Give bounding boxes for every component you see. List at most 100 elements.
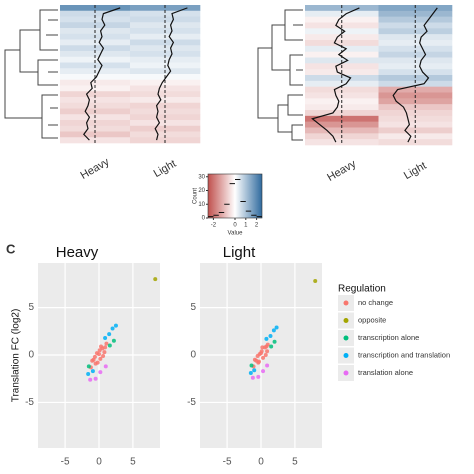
- heatmap-cell: [130, 5, 201, 12]
- heatmap-cell: [60, 56, 131, 63]
- y-tick-label: 5: [28, 302, 34, 313]
- legend-title: Regulation: [338, 284, 386, 295]
- heatmap-cell: [305, 86, 379, 93]
- point: [93, 376, 98, 381]
- y-tick-label: 0: [28, 350, 34, 361]
- heatmap-cell: [130, 16, 201, 23]
- x-tick-label: 1: [244, 223, 248, 229]
- point: [265, 363, 270, 368]
- point: [259, 349, 264, 354]
- point: [98, 370, 103, 375]
- point: [264, 336, 269, 341]
- heatmap-cell: [378, 10, 453, 17]
- trace-line: [311, 7, 360, 143]
- y-tick-label: 0: [202, 216, 206, 222]
- heatmap-cell: [130, 51, 201, 58]
- color-key: [207, 173, 263, 219]
- left-dendrogram: [4, 9, 58, 139]
- legend-label: no change: [358, 298, 393, 307]
- heatmap-cell: [130, 10, 201, 17]
- trace-line: [154, 7, 188, 141]
- heatmap-cell: [305, 5, 379, 12]
- point: [272, 339, 277, 344]
- point: [248, 371, 253, 376]
- x-tick-label: 5: [292, 457, 298, 468]
- point: [153, 277, 158, 282]
- trace-line: [392, 7, 438, 143]
- x-tick-label: 2: [255, 223, 259, 229]
- heatmap-cell: [305, 115, 379, 122]
- heatmap-cell: [130, 45, 201, 52]
- y-axis-label: Translation FC (log2): [11, 309, 22, 403]
- point: [101, 353, 106, 358]
- heatmap-cell: [305, 110, 379, 117]
- plot-title: Heavy: [56, 244, 99, 261]
- point: [88, 377, 93, 382]
- column-label: Heavy: [78, 156, 111, 182]
- point: [95, 360, 100, 365]
- heatmap-cell: [378, 115, 453, 122]
- legend-swatch: [343, 353, 349, 358]
- heatmap-cell: [60, 51, 131, 58]
- heatmap-cell: [305, 51, 379, 58]
- plot-title: Light: [223, 244, 256, 261]
- heatmap-cell: [305, 75, 379, 82]
- x-tick-label: 5: [130, 457, 136, 468]
- heatmap-cell: [378, 75, 453, 82]
- column-label: Light: [402, 160, 429, 182]
- point: [107, 343, 112, 348]
- point: [103, 364, 108, 369]
- heatmap-cell: [60, 91, 131, 98]
- point: [97, 352, 101, 357]
- legend-label: translation alone: [358, 368, 413, 377]
- x-tick-label: 0: [233, 223, 237, 229]
- key-title: Value: [228, 231, 244, 237]
- point: [264, 344, 269, 349]
- column-label: Heavy: [325, 158, 358, 184]
- point: [107, 332, 112, 337]
- point: [111, 338, 116, 343]
- y-tick-label: -5: [25, 397, 34, 408]
- heatmap-cell: [130, 131, 201, 138]
- point: [265, 349, 270, 354]
- heatmap-cell: [305, 16, 379, 23]
- y-tick-label: 0: [190, 350, 196, 361]
- point: [261, 369, 266, 374]
- x-tick-label: -2: [211, 223, 217, 229]
- key-ylabel: Count: [193, 188, 199, 204]
- point: [263, 353, 268, 358]
- legend-swatch: [343, 335, 349, 341]
- legend-swatch: [343, 370, 349, 376]
- legend-label: opposite: [358, 315, 386, 324]
- panel-label: C: [6, 241, 16, 256]
- point: [255, 353, 260, 358]
- point: [86, 372, 91, 376]
- point: [252, 357, 257, 362]
- x-tick-label: 0: [96, 457, 102, 468]
- point: [269, 344, 274, 349]
- y-tick-label: 20: [198, 188, 205, 194]
- point: [113, 323, 118, 328]
- point: [271, 328, 276, 333]
- heatmap-cell: [60, 16, 131, 23]
- legend-swatch: [343, 318, 349, 323]
- heatmap-cell: [130, 56, 201, 63]
- point: [313, 279, 318, 284]
- heatmap-cell: [378, 45, 453, 52]
- point: [99, 344, 104, 349]
- point: [268, 334, 273, 339]
- point: [102, 350, 107, 355]
- point: [97, 348, 102, 353]
- heatmap-cell: [60, 85, 131, 92]
- heatmap-cell: [378, 80, 453, 87]
- point: [256, 359, 261, 364]
- point: [256, 374, 261, 379]
- y-tick-label: 30: [198, 174, 205, 180]
- heatmap-cell: [378, 110, 453, 117]
- legend-swatch: [343, 300, 349, 306]
- point: [249, 363, 254, 368]
- legend-label: transcription alone: [358, 333, 419, 342]
- heatmap-cell: [378, 86, 453, 93]
- point: [86, 364, 91, 369]
